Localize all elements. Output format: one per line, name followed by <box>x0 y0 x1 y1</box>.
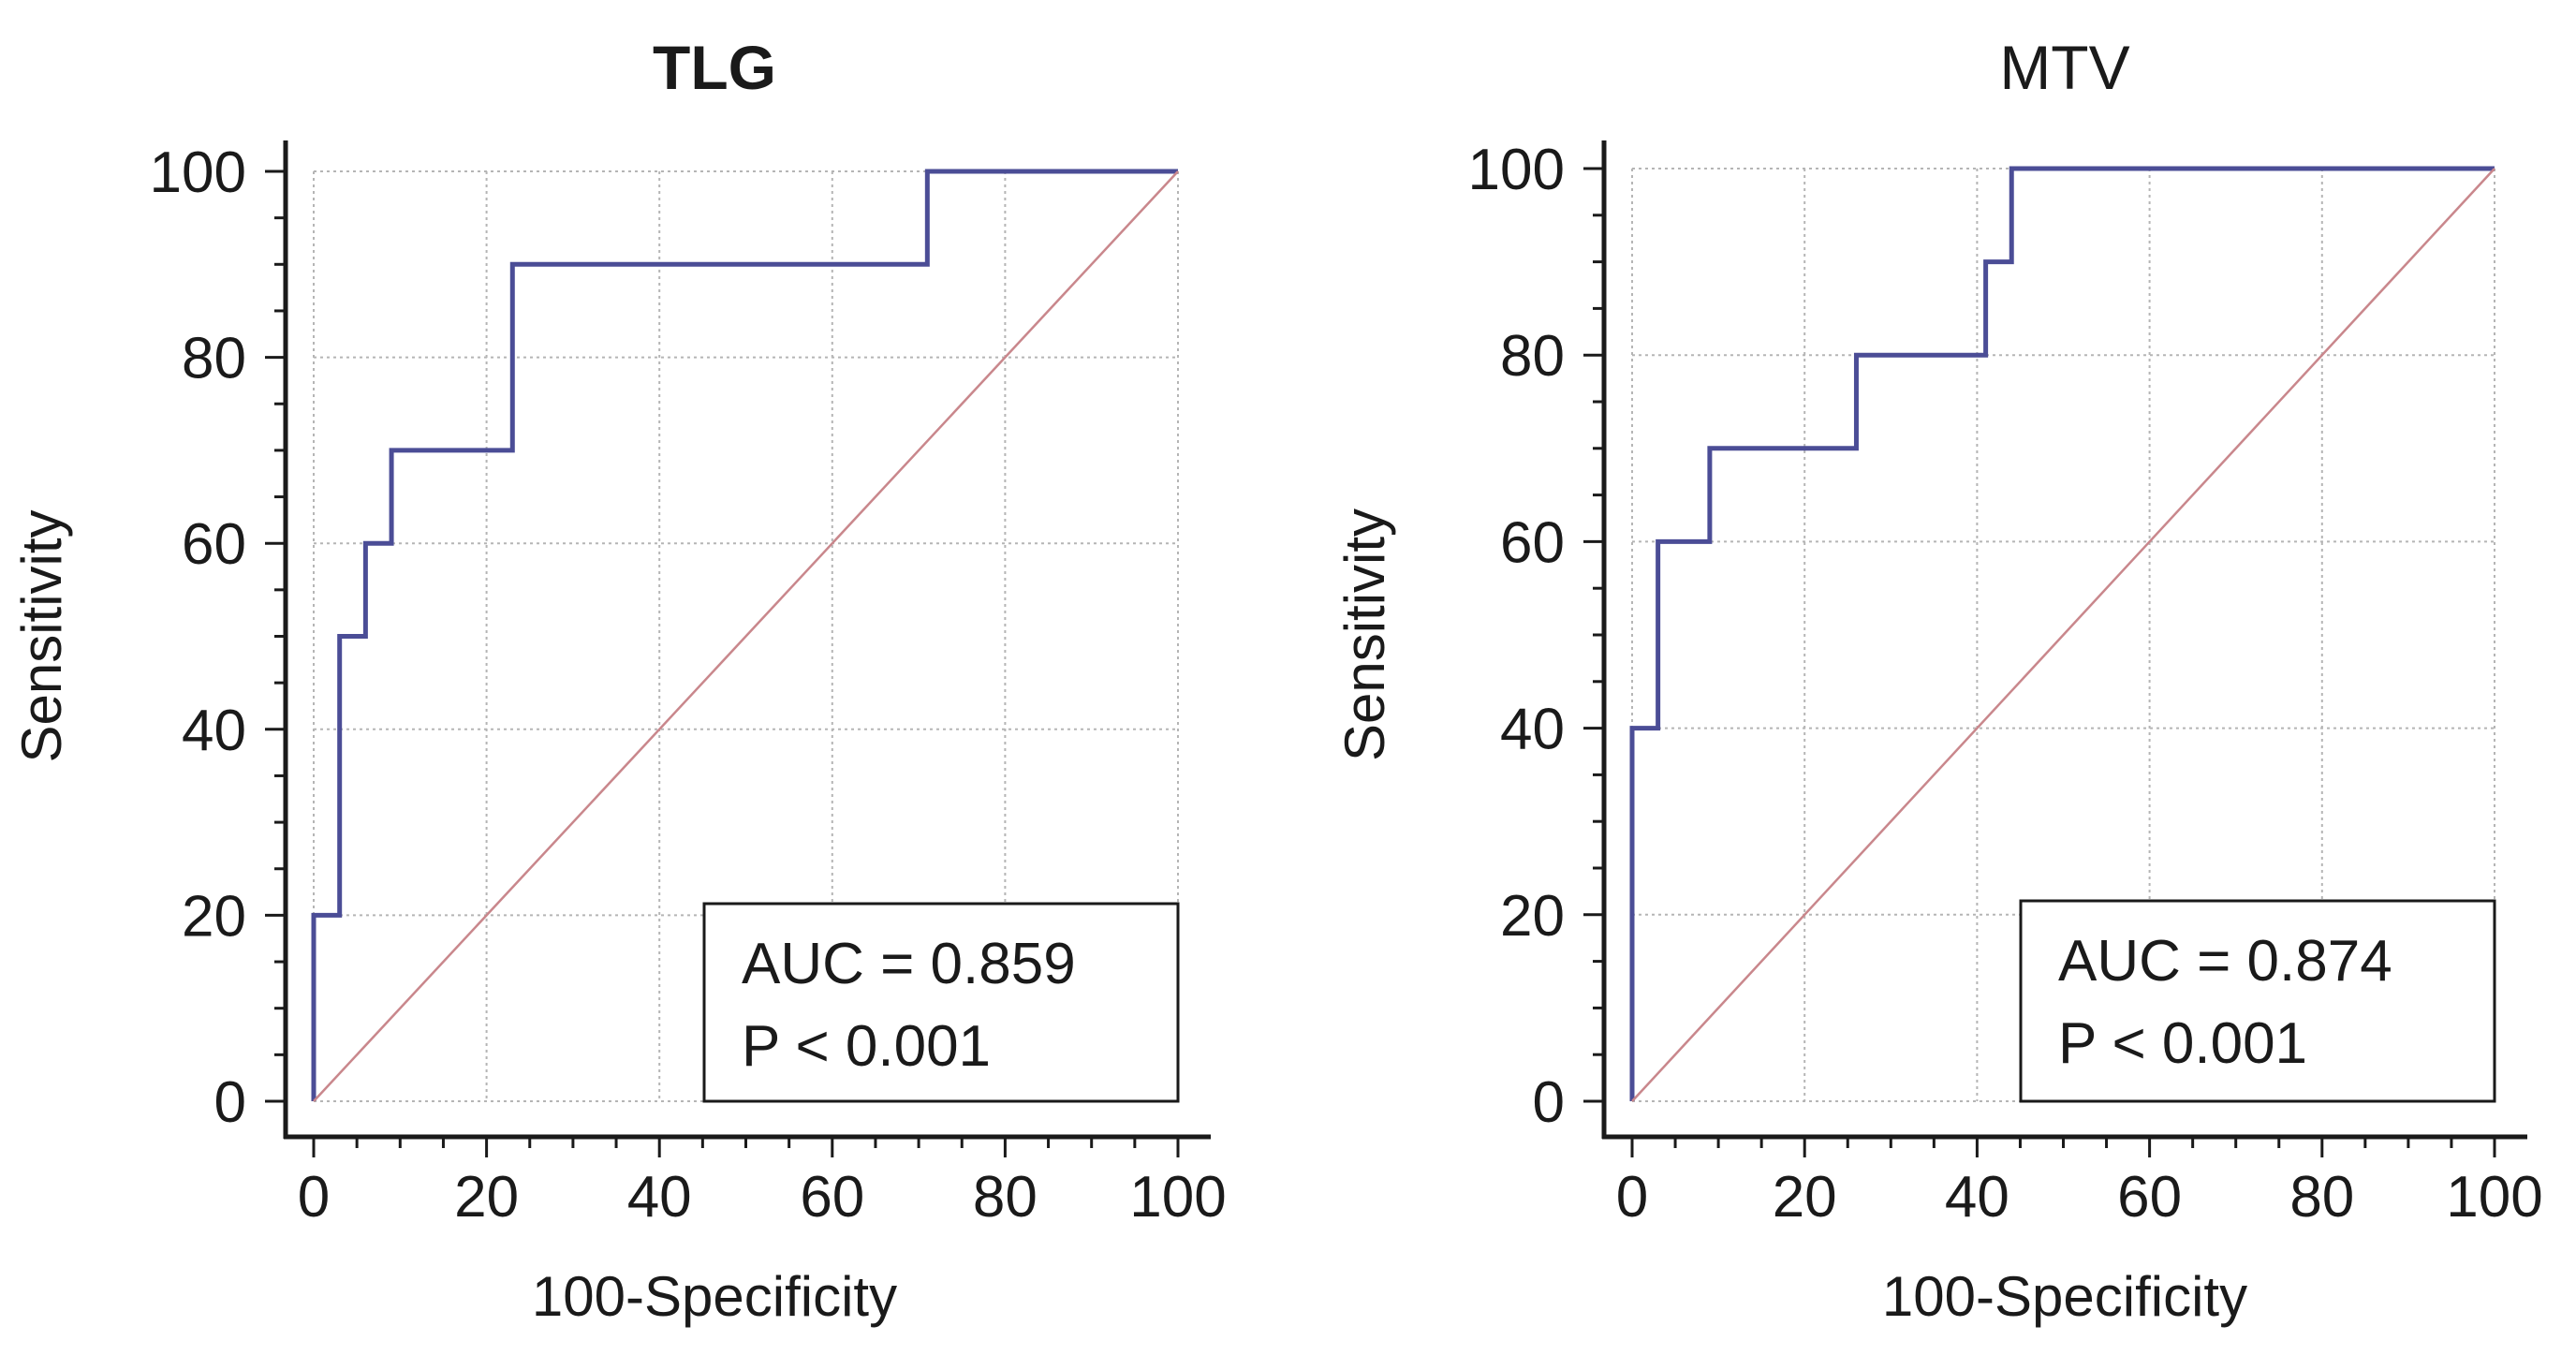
y-tick-label: 20 <box>182 884 246 949</box>
x-axis-label: 100-Specificity <box>532 1265 897 1328</box>
auc-value-text: AUC = 0.859 <box>742 932 1076 996</box>
tlg-panel: 0 20 40 60 80 100 0 20 40 60 80 100 TLG 100-Specifici… <box>10 33 1227 1328</box>
x-tick-label: 60 <box>800 1165 864 1230</box>
y-tick-label: 60 <box>182 512 246 577</box>
mtv-panel: 0 20 40 60 80 100 0 20 40 60 80 100 MTV 100-Specifici… <box>1333 33 2543 1328</box>
y-tick-label: 60 <box>1500 510 1565 575</box>
roc-curve-line <box>311 169 1178 1101</box>
x-tick-label: 20 <box>454 1165 519 1230</box>
y-tick-label: 0 <box>1533 1070 1565 1135</box>
x-tick-label: 40 <box>627 1165 692 1230</box>
y-axis-label: Sensitivity <box>10 509 73 762</box>
y-tick-label: 20 <box>1500 884 1565 949</box>
x-tick-label: 20 <box>1773 1165 1837 1230</box>
x-tick-label: 100 <box>1129 1165 1226 1230</box>
reference-diagonal-line <box>1631 168 2495 1102</box>
chart-title: TLG <box>653 33 776 102</box>
reference-diagonal-line <box>313 170 1179 1102</box>
roc-curve-line <box>1629 166 2495 1101</box>
chart-title: MTV <box>1999 33 2129 102</box>
x-axis-label: 100-Specificity <box>1882 1265 2247 1328</box>
x-tick-label: 0 <box>298 1165 330 1230</box>
y-axis-label: Sensitivity <box>1333 508 1396 761</box>
auc-value-text: AUC = 0.874 <box>2058 929 2392 994</box>
x-tick-label: 60 <box>2117 1165 2182 1230</box>
y-tick-label: 80 <box>1500 324 1565 389</box>
auc-annotation-box <box>2019 899 2496 1103</box>
x-tick-label: 0 <box>1616 1165 1648 1230</box>
y-tick-label: 100 <box>1468 138 1565 202</box>
y-tick-label: 100 <box>150 140 246 205</box>
y-tick-label: 0 <box>214 1070 246 1135</box>
x-tick-label: 80 <box>973 1165 1038 1230</box>
x-tick-label: 80 <box>2289 1165 2354 1230</box>
p-value-text: P < 0.001 <box>742 1014 991 1079</box>
p-value-text: P < 0.001 <box>2058 1011 2307 1076</box>
auc-annotation-box <box>702 902 1180 1103</box>
y-tick-label: 40 <box>182 699 246 763</box>
x-tick-label: 40 <box>1945 1165 2009 1230</box>
x-tick-label: 100 <box>2446 1165 2542 1230</box>
y-tick-label: 40 <box>1500 698 1565 762</box>
y-tick-label: 80 <box>182 327 246 391</box>
